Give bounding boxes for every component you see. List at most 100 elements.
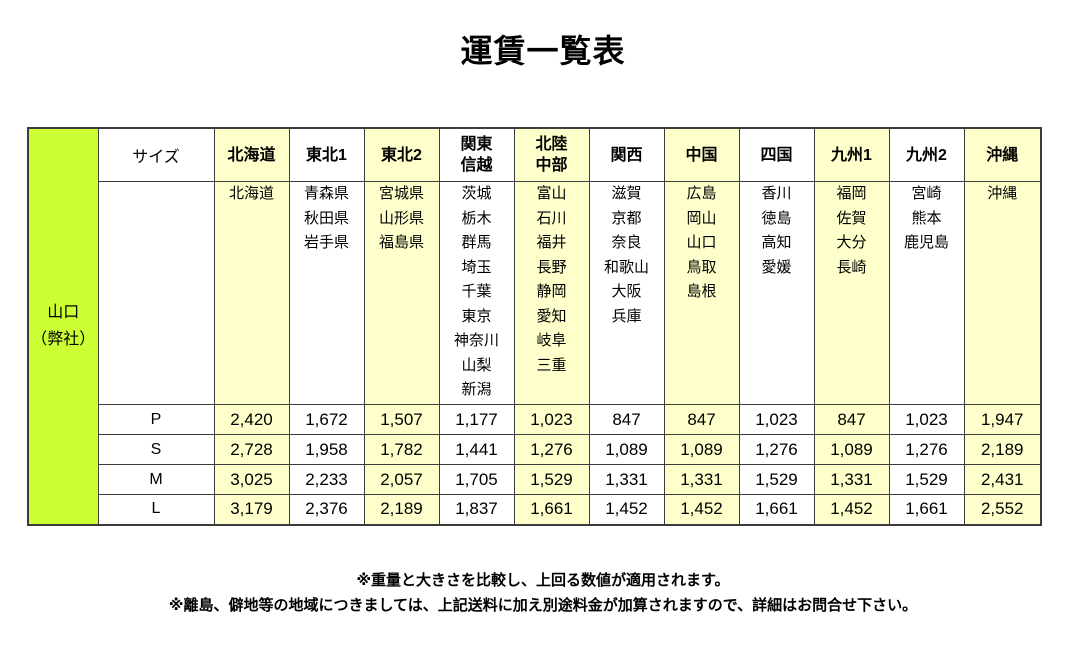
- prefecture-name: 福岡: [836, 185, 867, 202]
- region-header-9: 九州2: [888, 127, 965, 182]
- prefecture-list-8: 福岡 佐賀 大分 長崎: [813, 181, 890, 405]
- region-header-5: 関西: [588, 127, 665, 182]
- prefecture-name: 栃木: [461, 209, 492, 227]
- price-cell: 2,431: [963, 464, 1042, 495]
- prefecture-name: 香川: [761, 185, 792, 202]
- price-cell: 1,452: [813, 494, 890, 525]
- size-column-header: サイズ: [97, 127, 215, 182]
- prefecture-name: 埼玉: [461, 258, 492, 276]
- price-cell: 3,025: [213, 464, 290, 495]
- prefecture-name: 富山: [536, 185, 567, 202]
- price-cell: 2,552: [963, 494, 1042, 525]
- size-label: L: [97, 494, 215, 525]
- price-cell: 1,276: [513, 434, 590, 465]
- prefecture-list-3: 茨城栃木群馬埼玉千葉東京神奈川山梨新潟: [438, 181, 515, 405]
- prefecture-name: 宮崎: [911, 185, 942, 202]
- prefecture-name: 大阪: [611, 283, 642, 300]
- prefecture-name: 青森県: [303, 185, 349, 202]
- size-label: P: [97, 404, 215, 435]
- fare-table: 山口 （弊社） サイズ 北海道 東北1 東北2 関東 信越 北陸 中部 関西 中国 四国 九州1 九州…: [27, 127, 1042, 526]
- prefecture-name: 東京: [461, 307, 492, 325]
- price-cell: 1,661: [513, 494, 590, 525]
- price-cell: 1,507: [363, 404, 440, 435]
- prefecture-name: 北海道: [228, 185, 274, 202]
- prefecture-name: 千葉: [461, 283, 492, 300]
- prefecture-list-7: 香川 徳島 高知 愛媛: [738, 181, 815, 405]
- prefecture-name: 佐賀: [836, 209, 867, 227]
- prefecture-name: 鹿児島: [903, 234, 949, 251]
- prefecture-list-1: 青森県 秋田県 岩手県: [288, 181, 365, 405]
- prefecture-name: 岐阜: [536, 332, 567, 349]
- region-header-label: 四国: [760, 146, 793, 164]
- prefecture-list-10: 沖縄: [963, 181, 1042, 405]
- prefecture-name: 山形県: [378, 209, 424, 227]
- prefecture-name: 愛媛: [761, 258, 792, 276]
- header-row: 山口 （弊社） サイズ 北海道 東北1 東北2 関東 信越 北陸 中部 関西 中国 四国 九州1 九州…: [27, 127, 1042, 525]
- price-cell: 1,661: [888, 494, 965, 525]
- size-label: S: [97, 434, 215, 465]
- region-header-1: 東北1: [288, 127, 365, 182]
- prefecture-name: 石川: [536, 209, 567, 227]
- page-title: 運賃一覧表: [460, 33, 626, 69]
- price-cell: 1,958: [288, 434, 365, 465]
- note-remote-area: ※離島、僻地等の地域につきましては、上記送料に加え別途料金が加算されますので、詳…: [168, 597, 918, 614]
- prefecture-list-9: 宮崎 熊本 鹿児島: [888, 181, 965, 405]
- price-cell: 1,089: [663, 434, 740, 465]
- price-cell: 3,179: [213, 494, 290, 525]
- region-header-label: 北海道: [227, 146, 276, 164]
- prefecture-list-5: 滋賀 京都 奈良 和歌山 大阪 兵庫: [588, 181, 665, 405]
- prefecture-name: 島根: [686, 283, 717, 300]
- region-header-label: 九州1: [831, 146, 872, 164]
- origin-line1: 山口: [47, 304, 80, 322]
- prefecture-name: 沖縄: [987, 185, 1018, 202]
- prefecture-name: 宮城県: [378, 185, 424, 202]
- region-header-label: 関東: [460, 136, 493, 153]
- price-cell: 1,276: [888, 434, 965, 465]
- prefecture-name: 兵庫: [611, 307, 642, 325]
- prefecture-name: 鳥取: [686, 258, 717, 276]
- prefecture-name: 滋賀: [611, 185, 642, 202]
- price-cell: 1,331: [813, 464, 890, 495]
- region-header-3: 関東 信越: [438, 127, 515, 182]
- prefecture-name: 山口: [686, 234, 717, 251]
- price-cell: 1,705: [438, 464, 515, 495]
- prefecture-name: 山梨: [461, 356, 492, 374]
- price-cell: 2,233: [288, 464, 365, 495]
- price-cell: 2,057: [363, 464, 440, 495]
- region-header-label: 関西: [610, 146, 643, 164]
- prefecture-row: 北海道 青森県 秋田県 岩手県 宮城県 山形県 福島県 茨城 栃木 群馬 埼玉 千葉 東京 神奈川 山梨 新潟…: [28, 181, 1042, 405]
- price-cell: 847: [588, 404, 665, 435]
- price-cell: 1,529: [738, 464, 815, 495]
- region-header-label: 信越: [460, 157, 493, 174]
- price-cell: 2,189: [363, 494, 440, 525]
- region-header-2: 東北2: [363, 127, 440, 182]
- region-header-label: 中部: [535, 157, 568, 174]
- region-header-4: 北陸 中部: [513, 127, 590, 182]
- prefecture-list-6: 広島 岡山 山口 鳥取 島根: [663, 181, 740, 405]
- price-cell: 1,023: [738, 404, 815, 435]
- price-cell: 1,089: [813, 434, 890, 465]
- price-cell: 1,276: [738, 434, 815, 465]
- price-cell: 1,331: [588, 464, 665, 495]
- region-header-label: 九州2: [906, 146, 947, 164]
- price-row-L: L 3,179 2,376 2,189 1,837 1,661 1,452 1,452 1,66…: [28, 494, 1042, 525]
- prefecture-name: 神奈川: [453, 332, 499, 349]
- prefecture-name: 茨城: [461, 185, 492, 202]
- price-cell: 1,672: [288, 404, 365, 435]
- price-cell: 1,023: [513, 404, 590, 435]
- region-header-label: 北陸: [535, 136, 568, 153]
- prefecture-name: 福島県: [378, 234, 424, 251]
- prefecture-name: 群馬: [461, 234, 492, 251]
- price-cell: 2,189: [963, 434, 1042, 465]
- price-cell: 1,023: [888, 404, 965, 435]
- note-weight-rule: ※重量と大きさを比較し、上回る数値が適用されます。: [356, 572, 730, 589]
- price-cell: 1,661: [738, 494, 815, 525]
- price-cell: 2,376: [288, 494, 365, 525]
- origin-cell: 山口 （弊社）: [27, 127, 99, 525]
- price-cell: 1,529: [888, 464, 965, 495]
- prefecture-name: 新潟: [461, 381, 492, 398]
- price-cell: 847: [663, 404, 740, 435]
- price-cell: 1,782: [363, 434, 440, 465]
- price-cell: 1,331: [663, 464, 740, 495]
- prefecture-name: 大分: [836, 234, 867, 251]
